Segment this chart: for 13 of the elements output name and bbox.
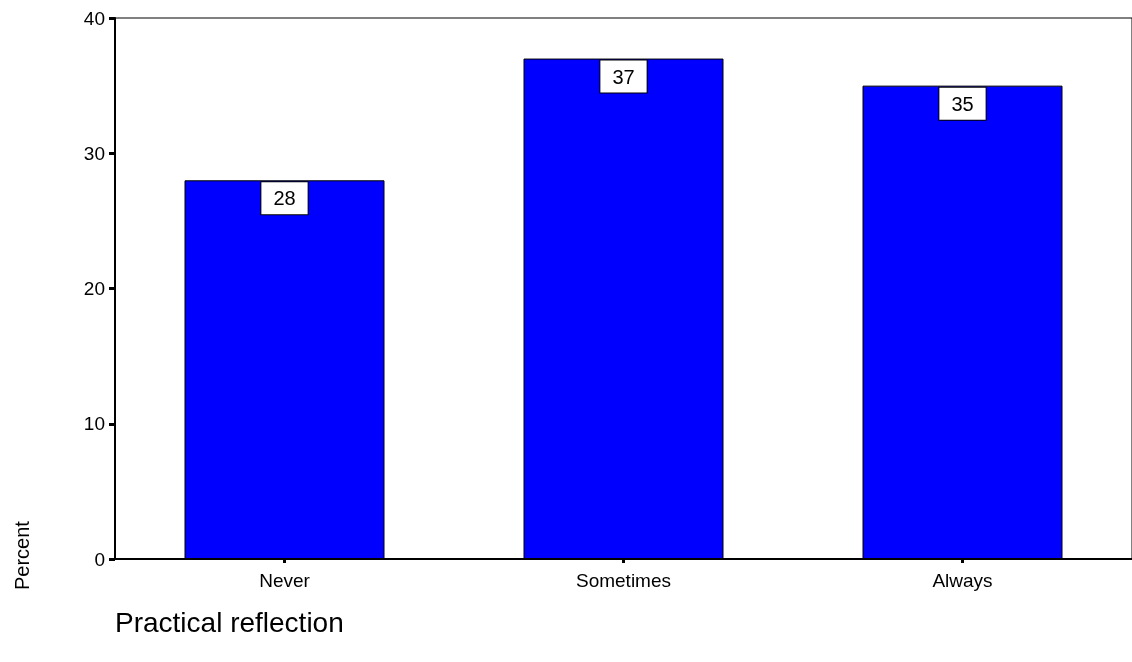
data-label: 35: [951, 92, 974, 115]
y-tick-label: 0: [94, 548, 105, 570]
x-tick-label: Never: [259, 570, 311, 591]
data-label: 28: [273, 187, 296, 210]
y-axis-title: Percent: [11, 520, 33, 590]
y-tick-label: 40: [83, 7, 105, 29]
x-axis-title: Practical reflection: [115, 606, 344, 638]
y-tick-label: 10: [83, 413, 105, 435]
data-label: 37: [612, 65, 635, 88]
x-tick-label: Sometimes: [575, 570, 672, 591]
y-tick-label: 30: [83, 142, 105, 164]
y-tick-label: 20: [83, 278, 105, 299]
x-tick-label: Always: [932, 570, 993, 591]
